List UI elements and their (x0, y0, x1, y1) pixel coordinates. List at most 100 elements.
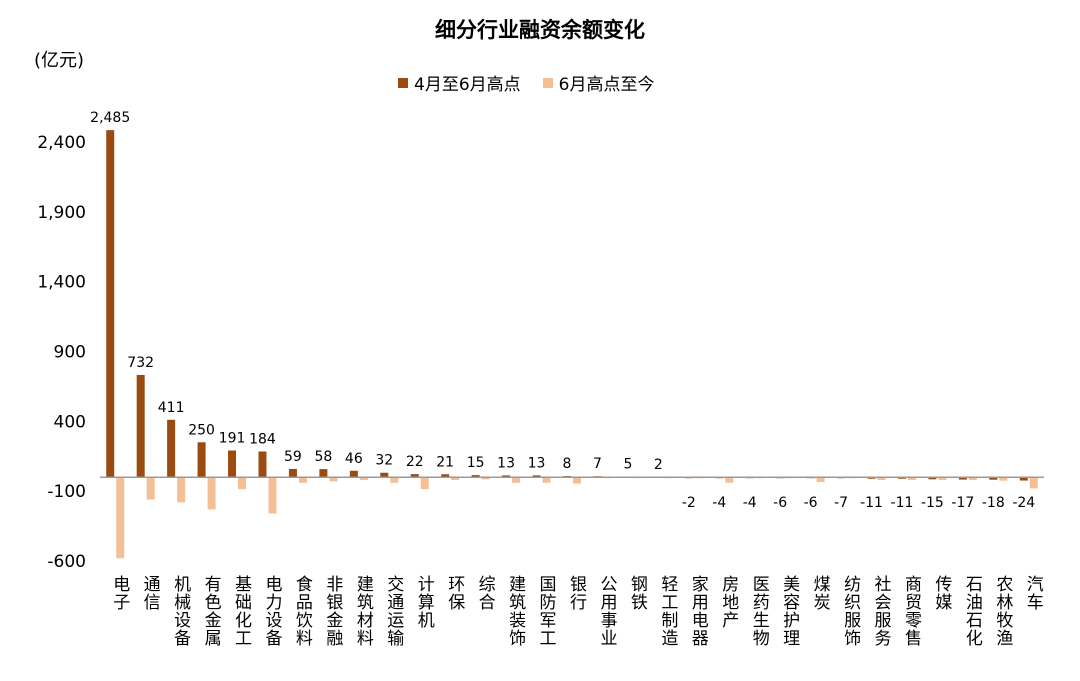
category-label: 社会服务 (871, 575, 892, 647)
bar-series-2 (451, 477, 460, 480)
data-label: -4 (712, 495, 726, 511)
data-label: 2,485 (90, 110, 130, 126)
data-label: 184 (249, 432, 276, 448)
category-label: 石油石化 (962, 575, 983, 647)
bar-series-1 (136, 374, 145, 478)
bar-series-1 (532, 475, 541, 478)
data-label: -24 (1012, 495, 1035, 511)
category-label: 计算机 (414, 575, 435, 629)
data-label: 22 (406, 454, 424, 470)
legend: 4月至6月高点 6月高点至今 (398, 70, 676, 95)
data-label: 21 (436, 454, 454, 470)
data-label: -15 (921, 495, 944, 511)
category-label: 国防军工 (536, 575, 557, 647)
bar-series-2 (1029, 477, 1038, 489)
bar-series-2 (573, 477, 581, 484)
legend-swatch-series-1 (398, 77, 408, 88)
bar-series-1 (380, 472, 389, 478)
bar-series-2 (512, 477, 521, 483)
data-label: 46 (345, 451, 363, 467)
category-label: 综合 (475, 575, 496, 611)
category-label: 纺织服饰 (840, 575, 861, 647)
category-label: 美容护理 (779, 575, 800, 647)
data-label: 7 (593, 456, 602, 472)
category-label: 食品饮料 (292, 575, 313, 647)
legend-swatch-series-2 (542, 77, 553, 88)
chart-title: 细分行业融资余额变化 (435, 18, 645, 42)
data-label: -18 (982, 495, 1005, 511)
bar-series-1 (441, 474, 450, 478)
bar-series-1 (288, 468, 297, 478)
data-label: -11 (860, 495, 883, 511)
data-label: 250 (188, 422, 215, 438)
bar-series-2 (907, 477, 916, 480)
y-tick-label: 2,400 (37, 133, 86, 153)
bar-series-1 (502, 475, 511, 478)
category-label: 公用事业 (596, 575, 617, 647)
category-label: 汽车 (1023, 575, 1044, 611)
data-label: 15 (467, 455, 485, 471)
bar-series-2 (390, 477, 399, 483)
bar-series-2 (542, 477, 551, 483)
bar-series-1 (258, 451, 267, 478)
category-label: 有色金属 (201, 575, 222, 647)
bar-series-1 (410, 474, 419, 478)
bar-series-1 (197, 442, 206, 478)
data-label: 58 (314, 449, 332, 465)
category-label: 轻工制造 (657, 575, 678, 647)
bar-series-1 (167, 419, 176, 478)
bar-series-2 (816, 477, 825, 483)
y-tick-label: -100 (47, 482, 86, 502)
data-label: -11 (891, 495, 914, 511)
bar-series-1 (989, 477, 998, 480)
bar-series-2 (999, 477, 1008, 481)
bar-series-1 (897, 477, 906, 479)
y-tick-label: 1,400 (37, 273, 86, 293)
data-label: 411 (158, 400, 185, 416)
data-label: 32 (375, 453, 393, 469)
category-label: 通信 (140, 575, 161, 611)
bar-series-2 (207, 477, 216, 510)
legend-item-series-1: 4月至6月高点 (398, 70, 521, 95)
legend-label-series-1: 4月至6月高点 (414, 75, 521, 95)
category-label: 传媒 (931, 575, 952, 611)
bar-series-2 (938, 477, 947, 480)
bar-series-1 (958, 477, 967, 480)
category-label: 建筑装饰 (505, 575, 526, 647)
data-label: 5 (623, 457, 632, 473)
bar-series-1 (867, 477, 876, 479)
category-label: 环保 (444, 575, 465, 611)
y-tick-label: 900 (54, 343, 86, 363)
bar-series-1 (471, 475, 480, 478)
category-label: 家用电器 (688, 575, 709, 647)
category-label: 建筑材料 (353, 575, 374, 647)
category-label: 机械设备 (170, 575, 191, 647)
category-label: 煤炭 (810, 575, 831, 611)
data-label: -6 (773, 495, 787, 511)
category-label: 房地产 (718, 575, 739, 629)
bar-series-2 (177, 477, 186, 503)
bar-series-2 (146, 477, 155, 500)
bar-series-2 (116, 477, 125, 559)
y-tick-label: -600 (47, 552, 86, 572)
data-label: 13 (497, 455, 515, 471)
data-label: 2 (654, 457, 663, 473)
legend-label-series-2: 6月高点至今 (558, 75, 655, 95)
category-label: 农林牧渔 (992, 575, 1013, 647)
bar-series-1 (319, 469, 328, 478)
bar-series-1 (106, 130, 115, 478)
category-label: 商贸零售 (901, 575, 922, 647)
bar-series-2 (268, 477, 277, 514)
data-label: -4 (743, 495, 757, 511)
bar-series-2 (725, 477, 734, 483)
bar-series-1 (1019, 477, 1028, 481)
category-label: 医药生物 (749, 575, 770, 647)
data-label: 8 (563, 456, 572, 472)
category-label: 基础化工 (231, 575, 252, 647)
data-label: 191 (219, 431, 246, 447)
category-label: 非银金融 (322, 575, 343, 647)
bar-series-1 (228, 450, 237, 478)
category-label: 钢铁 (627, 575, 648, 611)
bar-series-2 (238, 477, 247, 490)
